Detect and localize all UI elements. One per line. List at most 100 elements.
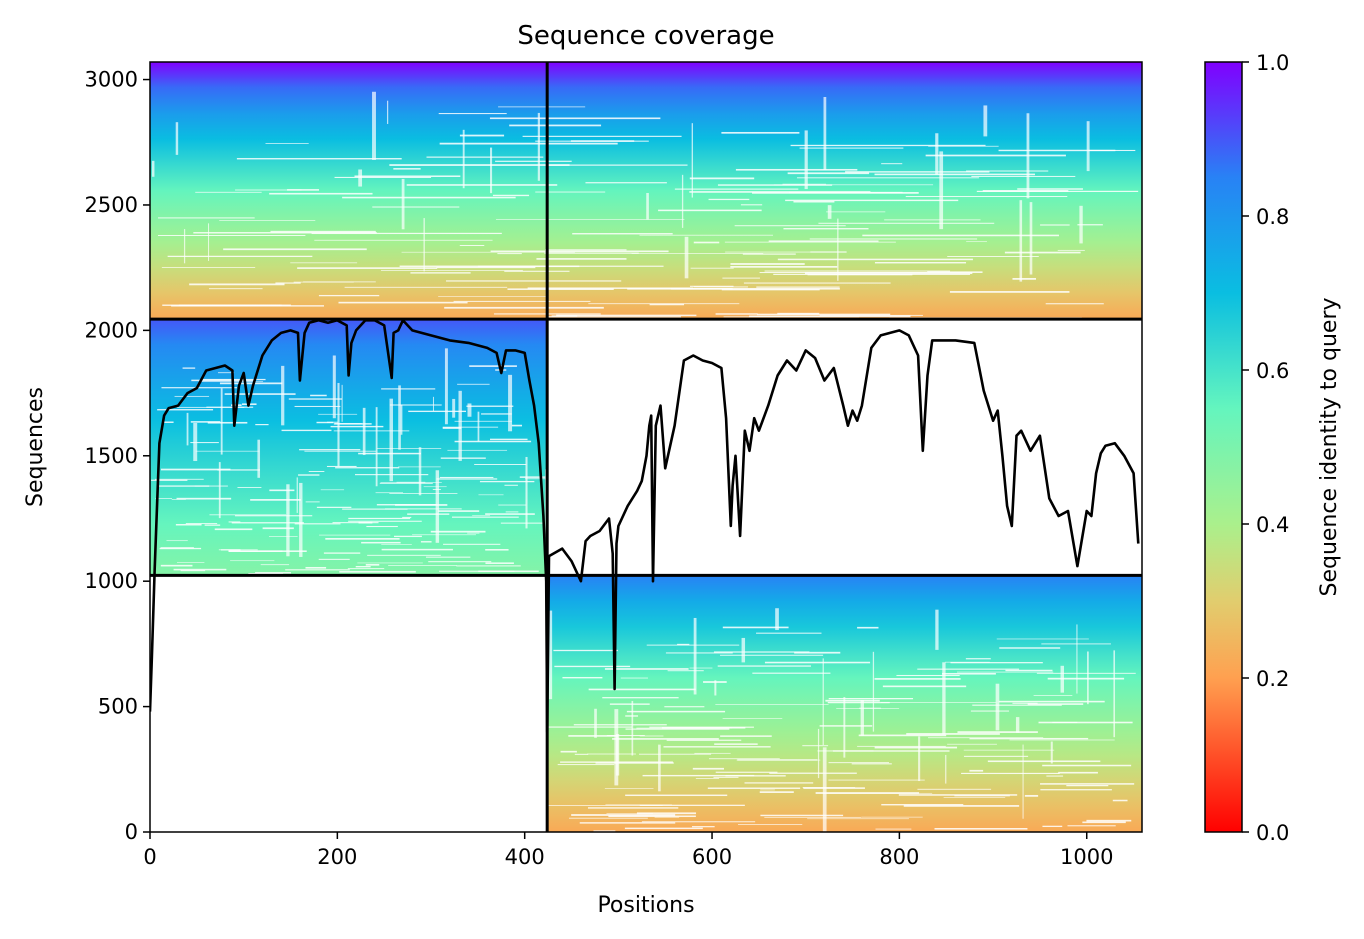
gap-mark [759, 791, 794, 793]
gap-mark [326, 465, 357, 468]
gap-mark [504, 270, 570, 272]
gap-mark [436, 266, 536, 269]
gap-mark [639, 735, 664, 737]
colorbar-tick-label: 0.8 [1256, 205, 1289, 229]
gap-mark [342, 196, 516, 199]
gap-mark [314, 239, 493, 241]
gap-mark [333, 430, 410, 432]
gap-mark [572, 233, 673, 235]
gap-mark [857, 626, 879, 629]
gap-mark [987, 760, 1101, 763]
gap-mark [183, 229, 186, 264]
gap-mark [730, 266, 838, 268]
gap-mark [568, 735, 618, 737]
gap-mark [173, 568, 227, 571]
gap-mark [160, 547, 194, 549]
gap-mark [1040, 789, 1112, 791]
gap-mark [1087, 651, 1089, 705]
gap-mark [1017, 188, 1083, 190]
gap-mark [756, 632, 822, 634]
gap-mark [606, 813, 654, 814]
gap-mark [963, 749, 1055, 751]
gap-mark [228, 521, 241, 523]
gap-mark [398, 385, 401, 450]
gap-mark [525, 478, 547, 480]
gap-mark [874, 262, 967, 264]
gap-mark [882, 685, 967, 688]
x-tick-label: 600 [692, 845, 732, 869]
gap-mark [497, 253, 522, 255]
gap-mark [631, 253, 764, 254]
gap-mark [548, 805, 663, 806]
gap-mark [507, 288, 614, 290]
gap-mark [362, 407, 366, 456]
gap-mark [1009, 739, 1115, 741]
gap-mark [332, 522, 379, 524]
gap-mark [715, 704, 829, 705]
gap-mark [1036, 672, 1136, 674]
plot-frame [149, 61, 1143, 833]
gap-mark [490, 147, 493, 194]
gap-mark [423, 486, 447, 488]
gap-mark [557, 764, 615, 766]
gap-mark [734, 225, 846, 227]
chart-title: Sequence coverage [517, 21, 774, 51]
gap-mark [376, 448, 442, 449]
gap-mark [176, 497, 232, 500]
gap-mark [691, 826, 715, 828]
gap-mark [178, 304, 282, 306]
gap-mark [1066, 784, 1109, 787]
gap-mark [544, 252, 639, 254]
gap-mark [872, 651, 875, 732]
gap-mark [182, 367, 196, 369]
gap-mark [649, 303, 685, 306]
gap-mark [880, 702, 997, 703]
gap-mark [965, 658, 991, 660]
gap-mark [554, 665, 631, 668]
gap-mark [308, 471, 325, 472]
gap-mark [874, 173, 1035, 176]
gap-mark [485, 513, 535, 515]
gap-mark [235, 189, 302, 191]
gap-mark [823, 96, 827, 170]
gap-mark [822, 747, 827, 832]
gap-mark [492, 194, 530, 197]
gap-mark [777, 258, 973, 261]
gap-mark [604, 668, 689, 670]
gap-mark [896, 674, 960, 677]
gap-mark [288, 398, 342, 400]
gap-mark [436, 478, 498, 480]
gap-mark [665, 652, 733, 654]
gap-mark [418, 447, 422, 496]
gap-mark [677, 643, 690, 646]
gap-mark [458, 390, 462, 461]
gap-mark [764, 661, 871, 664]
gap-mark [166, 540, 188, 542]
gap-mark [720, 654, 824, 656]
gap-mark [1005, 669, 1053, 672]
gap-mark [684, 236, 689, 279]
gap-mark [804, 272, 973, 275]
gap-mark [219, 220, 316, 221]
gap-mark [969, 737, 1089, 740]
gap-mark [231, 522, 304, 524]
gap-mark [1057, 249, 1085, 251]
gap-mark [787, 172, 870, 175]
y-tick-label: 1000 [85, 569, 138, 593]
gap-mark [998, 149, 1116, 152]
gap-mark [790, 144, 986, 147]
gap-mark [1004, 251, 1081, 254]
gap-mark [857, 745, 946, 747]
gap-mark [381, 548, 453, 551]
gap-mark [693, 617, 697, 695]
gap-mark [214, 528, 253, 531]
gap-mark [708, 758, 780, 760]
gap-mark [803, 787, 865, 789]
gap-mark [694, 752, 731, 754]
gap-mark [649, 726, 754, 728]
gap-mark [341, 384, 343, 422]
gap-mark [1079, 205, 1083, 244]
gap-mark [318, 558, 350, 560]
colorbar-tick-label: 0.4 [1256, 513, 1289, 537]
gap-mark [290, 262, 358, 264]
